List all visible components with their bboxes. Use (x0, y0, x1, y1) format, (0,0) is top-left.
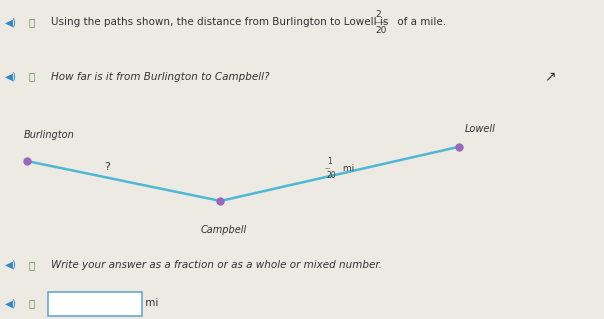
Text: Lowell: Lowell (465, 124, 496, 134)
Text: 1: 1 (327, 157, 332, 166)
Text: ⓝ: ⓝ (29, 260, 35, 270)
Text: of a mile.: of a mile. (394, 17, 446, 27)
Text: mi: mi (340, 164, 354, 173)
Text: ◀): ◀) (5, 298, 17, 308)
Text: ⓝ: ⓝ (29, 71, 35, 82)
Text: 2: 2 (376, 10, 381, 19)
Text: 20: 20 (376, 26, 387, 35)
Point (22, 159, 32, 164)
Text: 20: 20 (327, 171, 336, 180)
Text: Burlington: Burlington (24, 130, 75, 140)
Text: Using the paths shown, the distance from Burlington to Lowell is: Using the paths shown, the distance from… (51, 17, 392, 27)
Text: Write your answer as a fraction or as a whole or mixed number.: Write your answer as a fraction or as a … (51, 260, 382, 270)
Text: mi: mi (142, 298, 158, 308)
Text: ——: —— (373, 19, 387, 25)
Text: Campbell: Campbell (201, 225, 246, 235)
Text: ◀): ◀) (5, 260, 17, 270)
Point (454, 144, 464, 149)
Text: ⓝ: ⓝ (29, 298, 35, 308)
Text: ––: –– (325, 166, 331, 171)
Text: ↗: ↗ (544, 70, 555, 84)
Point (216, 198, 225, 204)
Text: ◀): ◀) (5, 71, 17, 82)
Text: How far is it from Burlington to Campbell?: How far is it from Burlington to Campbel… (51, 71, 270, 82)
Text: ⓝ: ⓝ (29, 17, 35, 27)
Text: ?: ? (104, 162, 109, 172)
Text: ◀): ◀) (5, 17, 17, 27)
FancyBboxPatch shape (48, 292, 142, 316)
